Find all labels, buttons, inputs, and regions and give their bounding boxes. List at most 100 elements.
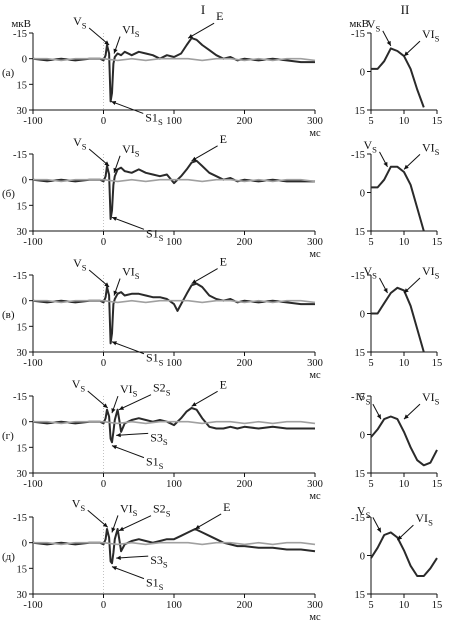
y-tick-label: 15 xyxy=(17,322,28,333)
x-tick-label: 200 xyxy=(237,600,253,611)
arrow-head xyxy=(111,445,117,450)
y-tick-label: 0 xyxy=(22,176,27,187)
x-tick-label: 10 xyxy=(399,358,410,369)
annotation-arrow xyxy=(191,268,218,284)
y-axis-label: мкВ xyxy=(11,18,31,30)
x-tick-label: 5 xyxy=(368,116,373,127)
y-tick-label: 15 xyxy=(355,348,366,359)
arrow-head xyxy=(111,216,117,221)
arrow-head xyxy=(376,414,381,420)
main-trace xyxy=(32,159,315,220)
arrow-head xyxy=(113,48,118,54)
annotation-label: S2S xyxy=(153,381,171,398)
panel-label: (б) xyxy=(2,188,15,200)
arrow-head xyxy=(116,432,121,438)
annotation-arrow xyxy=(187,22,215,39)
arrow-head xyxy=(386,40,391,46)
y-tick-label: -15 xyxy=(351,29,365,40)
x-tick-label: 200 xyxy=(237,116,253,127)
main-trace xyxy=(32,37,315,103)
annotation-arrow xyxy=(191,390,218,407)
annotation-arrow xyxy=(111,100,144,114)
annotation-label: VIS xyxy=(120,382,138,399)
y-tick-label: 15 xyxy=(17,564,28,575)
annotation-label: VIS xyxy=(422,390,440,407)
y-axis-label: мкВ xyxy=(349,18,369,30)
x-tick-label: 0 xyxy=(101,600,106,611)
arrow-head xyxy=(397,535,403,541)
x-tick-label: 100 xyxy=(166,600,182,611)
main-trace xyxy=(370,531,438,577)
x-tick-label: 0 xyxy=(101,116,106,127)
annotation-label: VIS xyxy=(422,27,440,44)
arrow-head xyxy=(113,290,118,296)
arrow-head xyxy=(191,279,197,284)
x-tick-label: -100 xyxy=(23,479,42,490)
x-tick-label: 100 xyxy=(166,358,182,369)
arrow-head xyxy=(104,40,110,45)
main-trace xyxy=(32,282,315,345)
annotation-label: VIS xyxy=(422,140,440,157)
y-tick-label: 0 xyxy=(360,431,365,442)
x-tick-label: 200 xyxy=(237,479,253,490)
y-tick-label: -15 xyxy=(13,29,27,40)
x-tick-label: 300 xyxy=(307,479,323,490)
panel-label: (д) xyxy=(2,551,15,563)
annotation-arrow xyxy=(116,432,149,436)
panel-label: (г) xyxy=(2,430,14,442)
x-tick-label: 10 xyxy=(399,116,410,127)
x-tick-label: 5 xyxy=(368,237,373,248)
annotation-label: E xyxy=(220,255,227,269)
y-tick-label: 0 xyxy=(360,68,365,79)
arrow-head xyxy=(111,408,116,414)
y-tick-label: 0 xyxy=(22,297,27,308)
annotation-label: VS xyxy=(73,14,87,31)
x-tick-label: 100 xyxy=(166,479,182,490)
x-tick-label: 300 xyxy=(307,358,323,369)
x-tick-label: 100 xyxy=(166,237,182,248)
arrow-head xyxy=(104,282,110,287)
y-tick-label: -15 xyxy=(351,513,365,524)
arrow-head xyxy=(191,156,197,161)
main-trace xyxy=(371,47,425,108)
arrow-head xyxy=(376,527,381,533)
annotation-label: S1S xyxy=(146,351,164,368)
main-trace xyxy=(371,286,425,353)
main-trace xyxy=(32,407,315,444)
y-tick-label: 0 xyxy=(360,552,365,563)
reference-trace xyxy=(33,420,316,425)
annotation-label: S1S xyxy=(146,455,164,472)
y-tick-label: 30 xyxy=(17,227,28,238)
y-tick-label: -15 xyxy=(351,271,365,282)
arrow-head xyxy=(195,524,201,529)
y-tick-label: 0 xyxy=(22,55,27,66)
annotation-label: S2S xyxy=(153,502,171,519)
y-tick-label: -15 xyxy=(351,392,365,403)
annotation-label: S1S xyxy=(146,226,164,243)
x-tick-label: 15 xyxy=(432,358,443,369)
annotation-arrow xyxy=(111,566,145,580)
annotation-label: VIS xyxy=(120,501,138,518)
x-tick-label: 15 xyxy=(432,116,443,127)
arrow-head xyxy=(104,161,110,166)
arrow-head xyxy=(111,341,117,346)
arrow-head xyxy=(383,161,388,167)
arrow-head xyxy=(102,403,108,408)
annotation-label: VS xyxy=(364,264,378,281)
x-tick-label: 10 xyxy=(399,600,410,611)
annotation-arrow xyxy=(116,555,149,559)
arrow-head xyxy=(188,33,194,39)
x-tick-label: 100 xyxy=(166,116,182,127)
annotation-label: VS xyxy=(73,256,87,273)
arrow-head xyxy=(119,405,125,410)
y-tick-label: 15 xyxy=(17,80,28,91)
arrow-head xyxy=(383,287,388,293)
x-tick-label: 300 xyxy=(307,237,323,248)
annotation-label: VS xyxy=(72,496,86,513)
